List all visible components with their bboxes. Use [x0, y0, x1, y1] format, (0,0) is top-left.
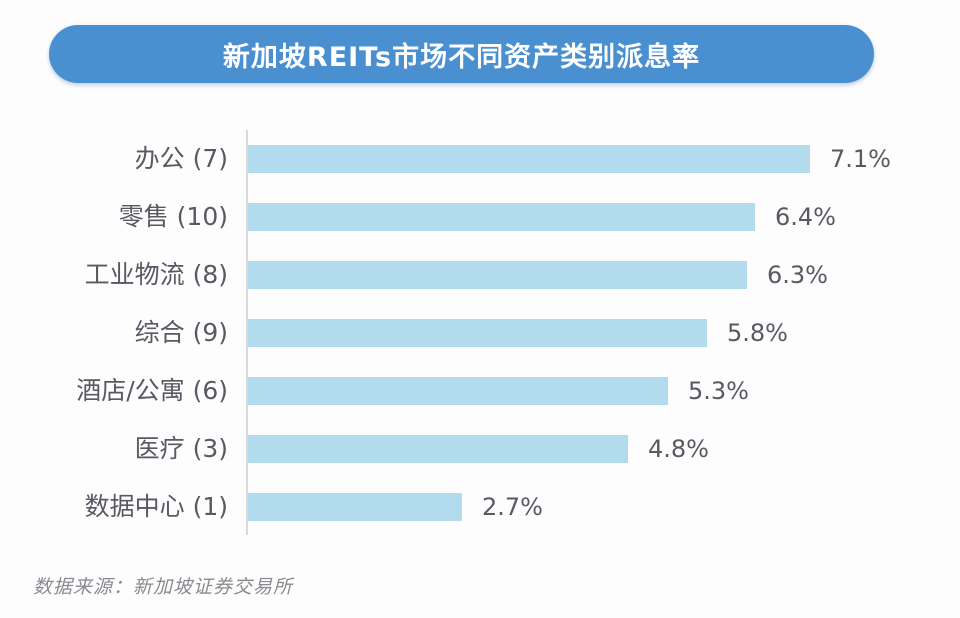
category-label: 办公 (7) — [134, 144, 228, 173]
category-label: 数据中心 (1) — [84, 492, 228, 521]
category-label: 工业物流 (8) — [84, 260, 228, 289]
bar-row: 综合 (9) 5.8% — [0, 318, 960, 348]
chart-title-banner: 新加坡REITs市场不同资产类别派息率 — [49, 25, 874, 83]
value-label: 5.8% — [727, 319, 788, 347]
bar-row: 工业物流 (8) 6.3% — [0, 260, 960, 290]
bar-row: 医疗 (3) 4.8% — [0, 434, 960, 464]
value-label: 6.3% — [767, 261, 828, 289]
category-label: 酒店/公寓 (6) — [76, 376, 228, 405]
value-label: 2.7% — [482, 493, 543, 521]
chart-title: 新加坡REITs市场不同资产类别派息率 — [222, 41, 701, 73]
bar-row: 零售 (10) 6.4% — [0, 202, 960, 232]
bar — [248, 145, 810, 173]
value-label: 4.8% — [648, 435, 709, 463]
bar-row: 酒店/公寓 (6) 5.3% — [0, 376, 960, 406]
bar — [248, 377, 668, 405]
value-label: 7.1% — [830, 145, 891, 173]
category-label: 综合 (9) — [134, 318, 228, 347]
category-label: 零售 (10) — [118, 202, 228, 231]
category-label: 医疗 (3) — [134, 434, 228, 463]
data-source-note: 数据来源：新加坡证券交易所 — [33, 576, 294, 598]
y-axis-line — [246, 130, 248, 535]
bar — [248, 493, 462, 521]
value-label: 6.4% — [775, 203, 836, 231]
bar — [248, 261, 747, 289]
bar — [248, 319, 707, 347]
bar — [248, 435, 628, 463]
value-label: 5.3% — [688, 377, 749, 405]
bar-row: 数据中心 (1) 2.7% — [0, 492, 960, 522]
bar — [248, 203, 755, 231]
bar-row: 办公 (7) 7.1% — [0, 144, 960, 174]
